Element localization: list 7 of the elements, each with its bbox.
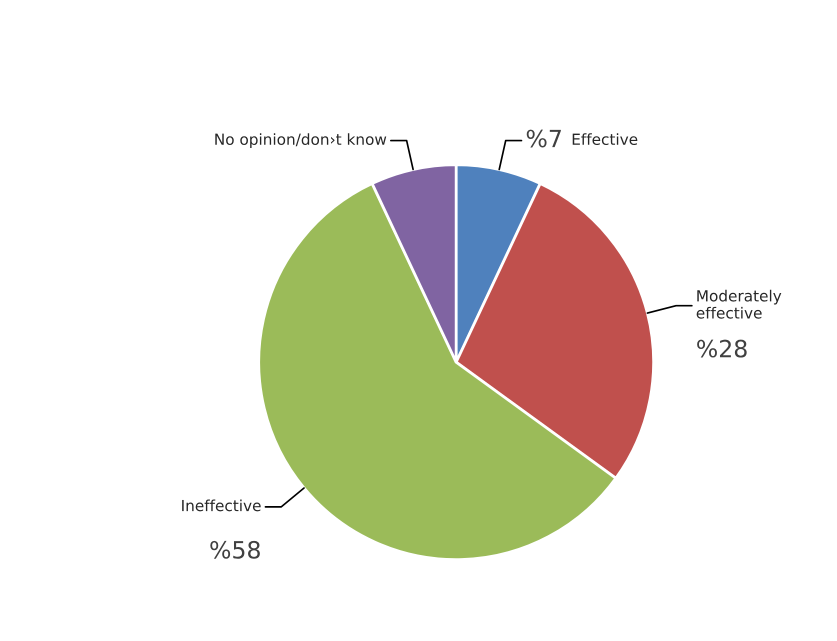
data-label: %28 xyxy=(697,340,747,358)
data-label: %7 xyxy=(526,130,561,148)
slice-label: No opinion/don›t know xyxy=(215,133,386,148)
slice-label: Moderately effective xyxy=(696,290,782,319)
slice-label: Ineffective xyxy=(182,499,261,512)
data-label: %58 xyxy=(210,540,260,559)
slice-label: Effective xyxy=(572,133,638,146)
